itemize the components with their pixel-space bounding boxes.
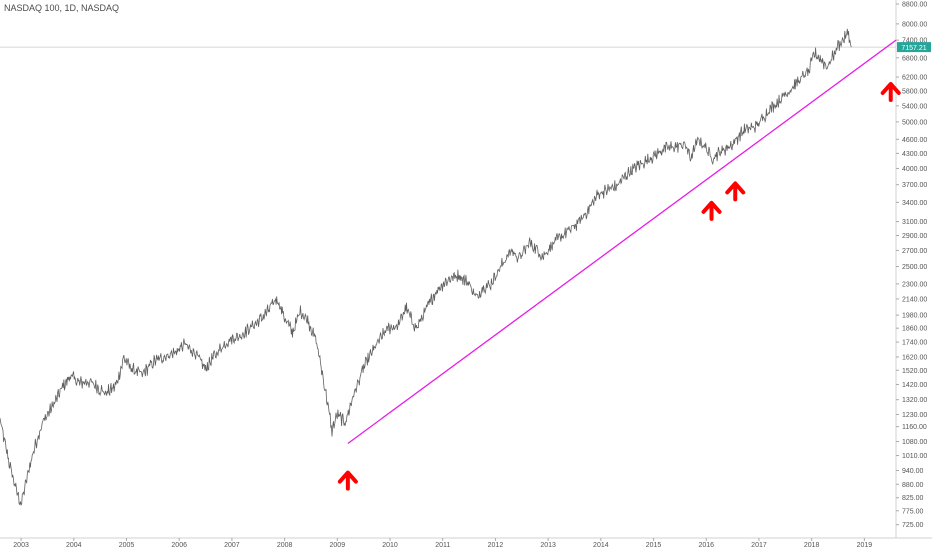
y-tick-label: 4300.00 — [902, 151, 927, 158]
up-arrow-icon — [725, 181, 746, 202]
y-tick-label: 8000.00 — [902, 21, 927, 28]
y-tick-label: 880.00 — [902, 482, 924, 489]
y-tick-label: 5000.00 — [902, 119, 927, 126]
x-tick-label: 2010 — [382, 542, 398, 549]
x-tick-label: 2006 — [171, 542, 187, 549]
y-tick-label: 1520.00 — [902, 368, 927, 375]
y-tick-label: 1230.00 — [902, 412, 927, 419]
x-tick-label: 2011 — [435, 542, 450, 549]
y-tick-label: 1620.00 — [902, 354, 927, 361]
y-tick-label: 6800.00 — [902, 55, 927, 62]
y-tick-label: 1010.00 — [902, 453, 927, 460]
x-tick-label: 2017 — [751, 542, 767, 549]
x-tick-label: 2014 — [593, 542, 609, 549]
y-tick-label: 3100.00 — [902, 219, 927, 226]
current-price-tag — [897, 42, 931, 53]
y-tick-label: 1860.00 — [902, 326, 927, 333]
chart-title: NASDAQ 100, 1D, NASDAQ — [4, 3, 120, 13]
y-tick-label: 2700.00 — [902, 248, 927, 255]
y-tick-label: 2900.00 — [902, 233, 927, 240]
y-tick-label: 725.00 — [902, 522, 924, 529]
x-tick-label: 2012 — [488, 542, 504, 549]
y-tick-label: 940.00 — [902, 468, 924, 475]
x-tick-label: 2005 — [119, 542, 135, 549]
y-tick-label: 1080.00 — [902, 439, 927, 446]
up-arrow-shape — [337, 470, 358, 491]
y-tick-label: 1160.00 — [902, 424, 927, 431]
y-tick-label: 8800.00 — [902, 2, 927, 9]
x-tick-label: 2003 — [13, 542, 29, 549]
y-tick-label: 1740.00 — [902, 340, 927, 347]
y-tick-label: 4000.00 — [902, 166, 927, 173]
x-tick-label: 2019 — [857, 542, 873, 549]
y-tick-label: 5800.00 — [902, 88, 927, 95]
up-arrow-shape — [880, 81, 901, 102]
y-tick-label: 2300.00 — [902, 281, 927, 288]
x-tick-label: 2015 — [646, 542, 662, 549]
price-series-line — [0, 28, 852, 506]
y-tick-label: 1980.00 — [902, 313, 927, 320]
x-tick-label: 2018 — [804, 542, 820, 549]
up-arrow-icon — [880, 81, 901, 102]
x-tick-label: 2016 — [698, 542, 714, 549]
support-trendline — [347, 39, 897, 445]
up-arrow-icon — [337, 470, 358, 491]
up-arrow-shape — [701, 200, 722, 221]
up-arrow-shape — [725, 181, 746, 202]
y-tick-label: 825.00 — [902, 495, 924, 502]
up-arrow-icon — [701, 200, 722, 221]
y-tick-label: 6200.00 — [902, 75, 927, 82]
y-tick-label: 7400.00 — [902, 38, 927, 45]
y-tick-label: 4600.00 — [902, 137, 927, 144]
x-tick-label: 2013 — [540, 542, 556, 549]
x-tick-label: 2009 — [330, 542, 346, 549]
x-tick-label: 2004 — [66, 542, 82, 549]
x-tick-label: 2007 — [224, 542, 240, 549]
y-tick-label: 1320.00 — [902, 397, 927, 404]
x-tick-label: 2008 — [277, 542, 293, 549]
y-tick-label: 3400.00 — [902, 200, 927, 207]
y-tick-label: 3700.00 — [902, 182, 927, 189]
y-tick-label: 5400.00 — [902, 103, 927, 110]
y-tick-label: 1420.00 — [902, 382, 927, 389]
y-tick-label: 2500.00 — [902, 264, 927, 271]
current-price-label: 7157.21 — [901, 45, 926, 52]
y-tick-label: 2140.00 — [902, 296, 927, 303]
y-tick-label: 775.00 — [902, 508, 924, 515]
